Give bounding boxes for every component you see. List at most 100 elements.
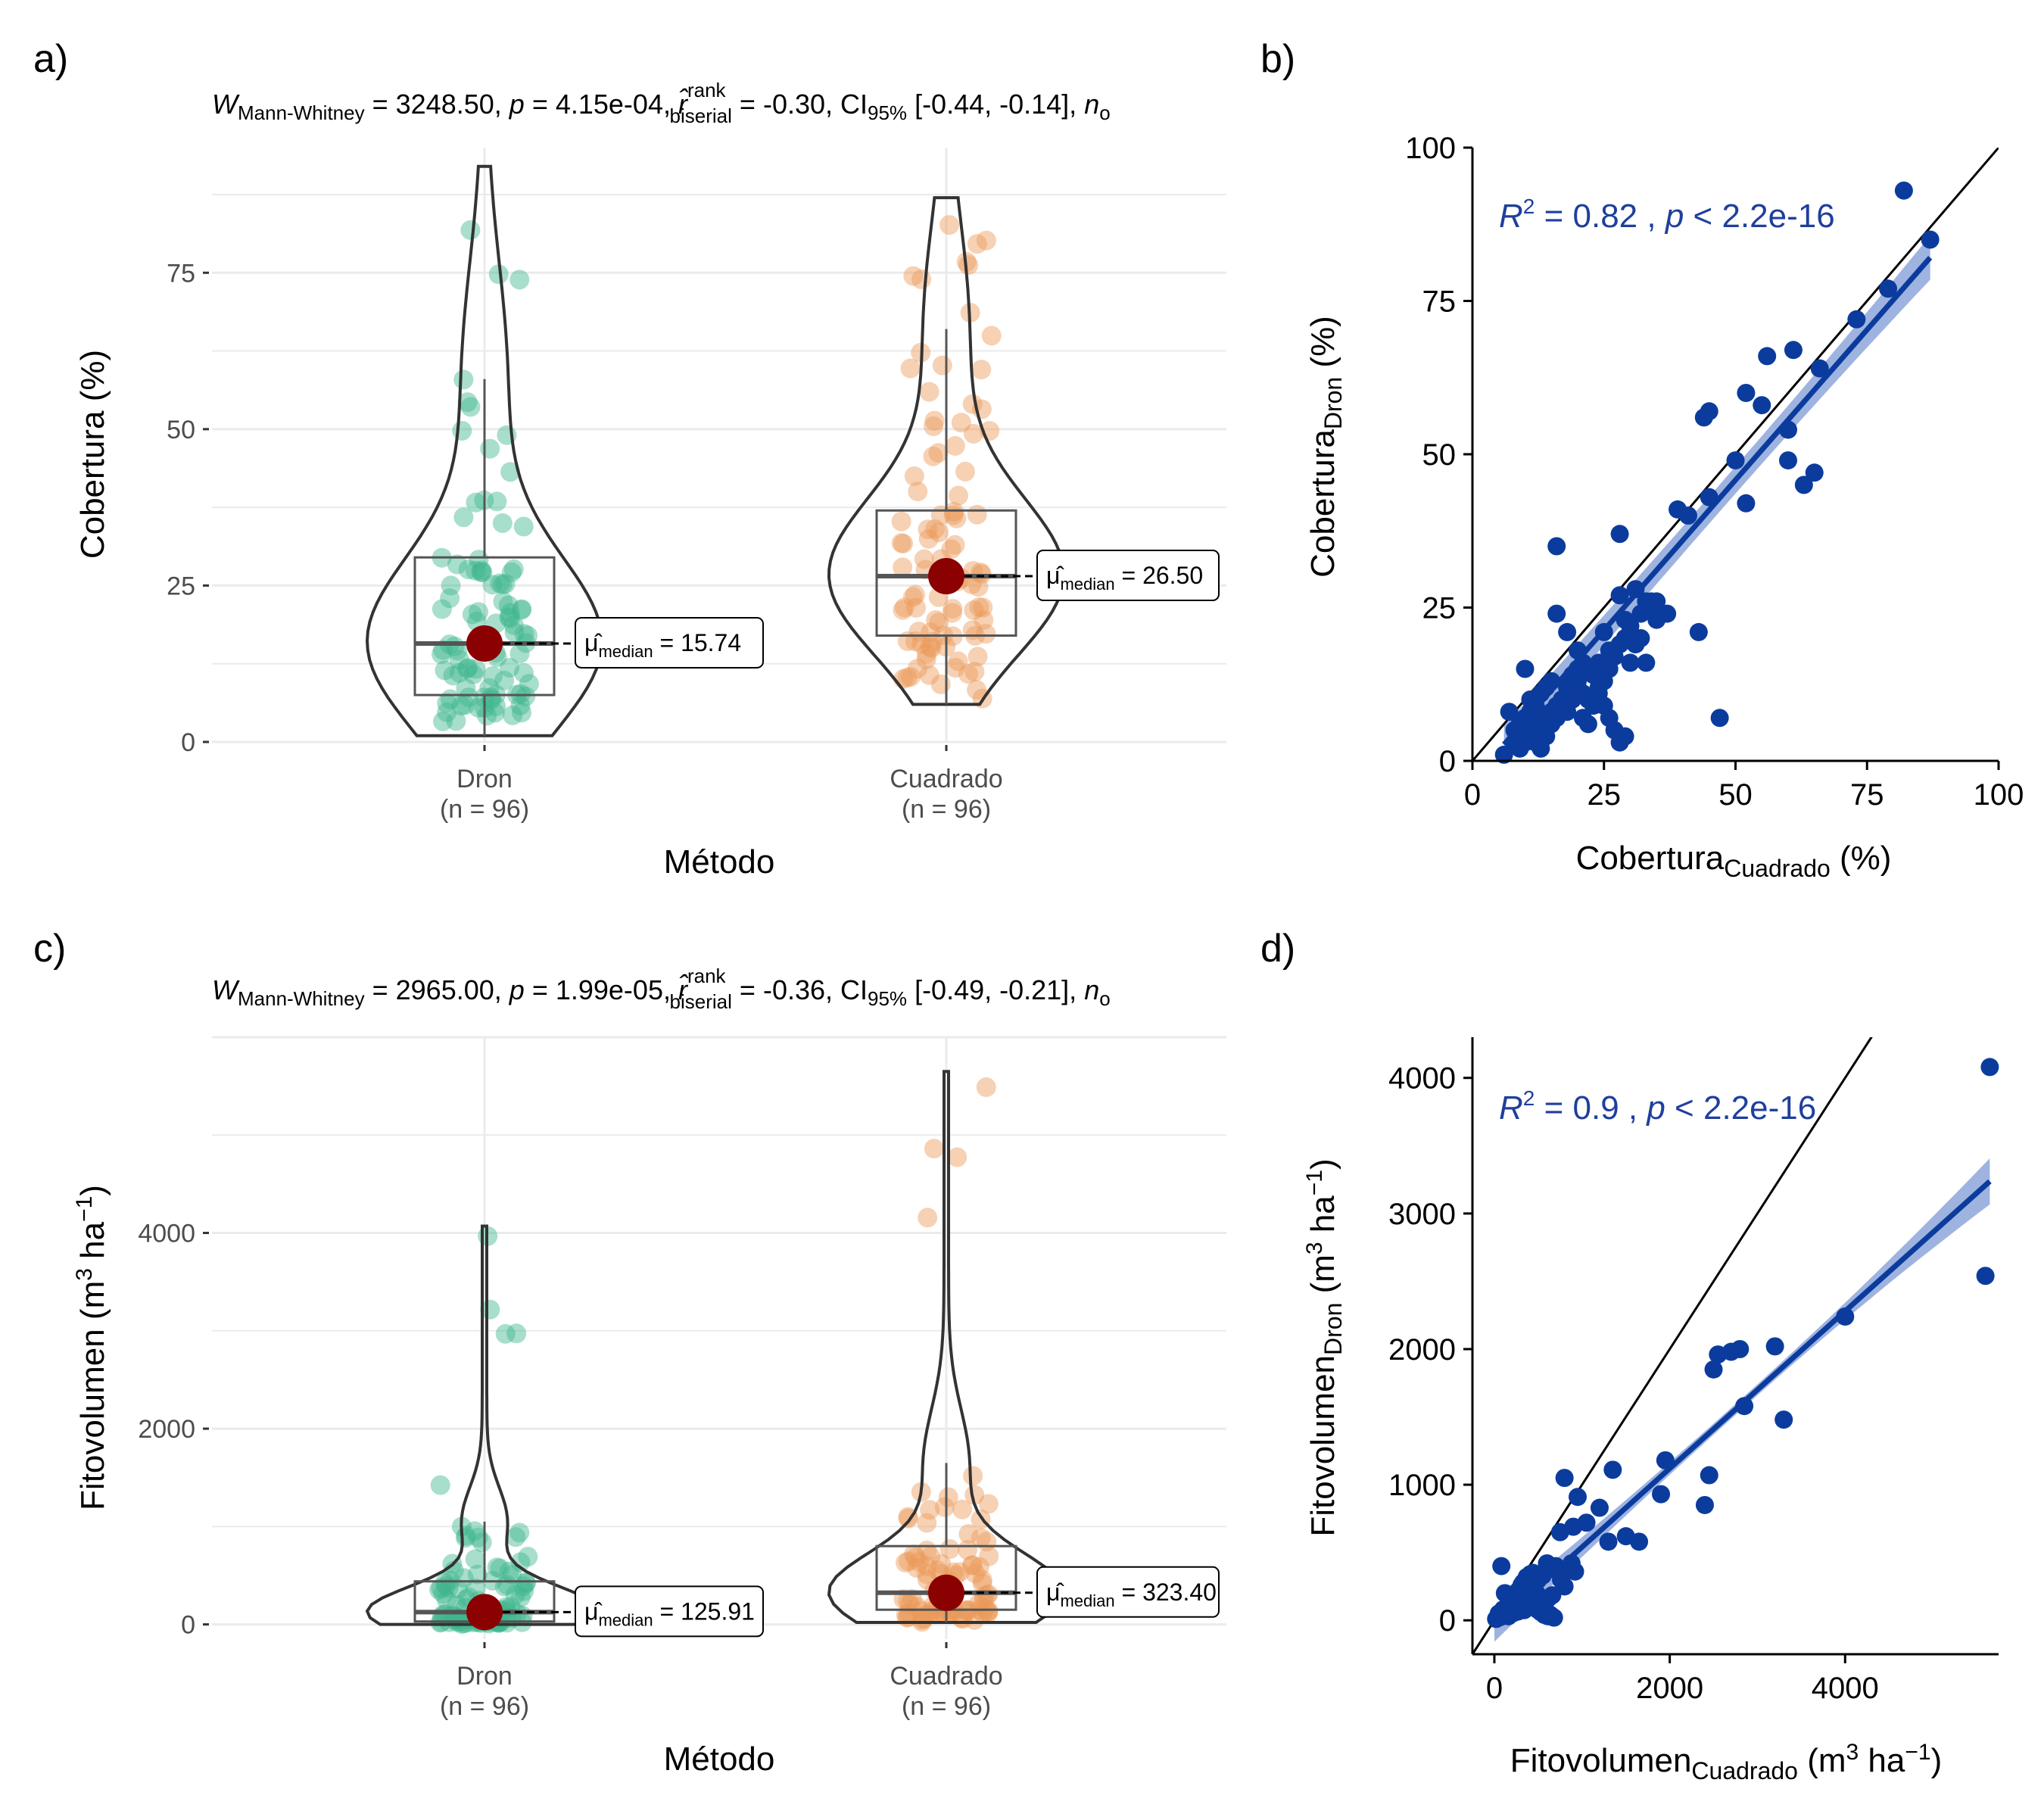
y-tick-label: 25 bbox=[167, 572, 195, 600]
panel-c-violin-chart: c) WMann-Whitney = 2965.00, p = 1.99e-05… bbox=[33, 927, 1226, 1778]
violin-outline bbox=[365, 164, 604, 737]
scatter-point bbox=[1758, 347, 1777, 366]
jitter-point bbox=[918, 519, 938, 540]
jitter-point bbox=[469, 550, 489, 570]
jitter-point bbox=[963, 423, 983, 444]
jitter-point bbox=[460, 397, 481, 417]
jitter-point bbox=[911, 634, 932, 654]
median-label-box bbox=[575, 616, 764, 669]
scatter-point bbox=[1616, 1527, 1635, 1546]
median-label-box bbox=[575, 1585, 764, 1638]
jitter-point bbox=[503, 705, 523, 725]
jitter-point bbox=[963, 1466, 983, 1486]
y-tick-label: 3000 bbox=[1388, 1198, 1456, 1231]
violin-outline bbox=[827, 196, 1066, 706]
panel-b-scatter-chart: b) 0 25 50 75 100 0 25 50 75 100 R2 = 0.82 , p < … bbox=[1260, 37, 2024, 882]
box-iqr bbox=[875, 509, 1017, 637]
jitter-point bbox=[430, 1613, 450, 1633]
jitter-point bbox=[512, 599, 532, 619]
x-tick-n-label: (n = 96) bbox=[440, 1692, 529, 1721]
x-tick-n-label: (n = 96) bbox=[902, 1692, 991, 1721]
violin-outline bbox=[827, 1070, 1066, 1624]
scatter-point bbox=[1626, 580, 1645, 599]
jitter-point bbox=[943, 599, 963, 619]
jitter-point bbox=[500, 462, 521, 482]
y-tick-label: 1000 bbox=[1388, 1469, 1456, 1502]
jitter-point bbox=[907, 659, 927, 679]
jitter-point bbox=[488, 264, 509, 285]
jitter-point bbox=[946, 658, 966, 678]
scatter-point bbox=[1590, 1498, 1609, 1517]
scatter-point bbox=[1737, 384, 1756, 402]
jitter-point bbox=[976, 230, 996, 251]
scatter-point bbox=[1599, 1532, 1618, 1551]
jitter-point bbox=[480, 1299, 500, 1320]
jitter-point bbox=[510, 1587, 531, 1607]
scatter-point bbox=[1516, 659, 1535, 678]
jitter-point bbox=[919, 382, 939, 402]
jitter-point bbox=[908, 482, 928, 502]
jitter-point bbox=[500, 658, 520, 678]
jitter-point bbox=[967, 504, 987, 525]
x-tick-label: 2000 bbox=[1636, 1672, 1703, 1705]
jitter-point bbox=[908, 1552, 929, 1572]
y-tick-label: 0 bbox=[1439, 1604, 1456, 1638]
panel-a-letter: a) bbox=[33, 37, 68, 81]
jitter-point bbox=[516, 1573, 536, 1594]
jitter-point bbox=[924, 410, 945, 431]
jitter-point bbox=[893, 600, 913, 620]
scatter-point bbox=[1631, 629, 1650, 647]
jitter-point bbox=[981, 326, 1002, 346]
scatter-point bbox=[1774, 1410, 1793, 1429]
jitter-point bbox=[957, 1540, 977, 1560]
jitter-point bbox=[958, 1524, 979, 1544]
jitter-point bbox=[487, 491, 507, 512]
jitter-point bbox=[514, 624, 534, 644]
median-label-text: μ̂median = 15.74 bbox=[584, 629, 741, 661]
jitter-point bbox=[516, 686, 536, 706]
jitter-point bbox=[510, 1552, 531, 1572]
x-tick-label: 100 bbox=[1974, 778, 2024, 812]
y-tick-label: 50 bbox=[167, 416, 195, 444]
scatter-point bbox=[1976, 1267, 1995, 1286]
scatter-point bbox=[1700, 1466, 1718, 1485]
jitter-point bbox=[514, 1581, 534, 1601]
jitter-point bbox=[917, 1513, 937, 1533]
jitter-point bbox=[967, 234, 987, 254]
jitter-point bbox=[437, 1590, 457, 1610]
median-label-box bbox=[1036, 1566, 1220, 1618]
jitter-point bbox=[457, 392, 478, 413]
scatter-point bbox=[1658, 604, 1677, 623]
scatter-point bbox=[1621, 616, 1640, 635]
jitter-point bbox=[973, 597, 993, 618]
panel-b-x-axis-title: CoberturaCuadrado (%) bbox=[1576, 840, 1892, 882]
jitter-point bbox=[891, 533, 911, 553]
jitter-point bbox=[917, 1564, 937, 1585]
jitter-point bbox=[447, 1579, 468, 1599]
jitter-point bbox=[964, 662, 985, 682]
jitter-point bbox=[509, 644, 530, 664]
jitter-point bbox=[499, 607, 519, 628]
x-tick-label: 25 bbox=[1588, 778, 1622, 812]
jitter-point bbox=[463, 664, 484, 684]
jitter-point bbox=[497, 1613, 517, 1633]
jitter-point bbox=[429, 1579, 450, 1600]
jitter-point bbox=[503, 559, 524, 579]
jitter-point bbox=[962, 1555, 983, 1575]
jitter-point bbox=[486, 697, 506, 717]
y-tick-label: 75 bbox=[167, 259, 195, 288]
scatter-point bbox=[1610, 586, 1629, 605]
y-tick-label: 0 bbox=[181, 1611, 195, 1640]
jitter-point bbox=[923, 446, 943, 466]
jitter-point bbox=[432, 644, 452, 665]
scatter-point bbox=[1631, 604, 1650, 623]
y-tick-label: 100 bbox=[1405, 132, 1456, 165]
jitter-point bbox=[916, 649, 936, 669]
jitter-point bbox=[464, 1521, 485, 1541]
jitter-point bbox=[911, 269, 932, 289]
jitter-point bbox=[897, 667, 918, 687]
jitter-point bbox=[481, 687, 501, 708]
jitter-point bbox=[512, 703, 532, 723]
